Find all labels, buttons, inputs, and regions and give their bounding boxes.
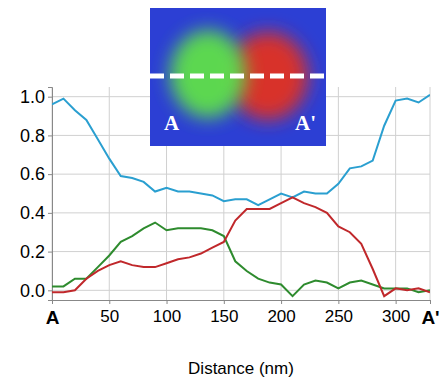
inset-label: A xyxy=(164,111,180,135)
y-tick-mark xyxy=(48,290,52,291)
inset-background xyxy=(150,8,326,146)
grid-line xyxy=(52,212,430,213)
x-tick-mark xyxy=(109,300,110,304)
y-tick-mark xyxy=(48,213,52,214)
grid-line xyxy=(52,290,430,291)
y-tick-mark xyxy=(48,174,52,175)
x-tick-label: A' xyxy=(421,307,439,328)
x-tick: 300 xyxy=(382,300,410,326)
y-tick: 1.0 xyxy=(20,87,52,107)
y-axis-line xyxy=(48,88,53,301)
profile-line xyxy=(150,74,326,79)
x-tick: A' xyxy=(421,300,439,328)
x-axis-line xyxy=(53,301,431,305)
grid-line xyxy=(338,87,339,300)
y-tick-label: 1.0 xyxy=(20,87,45,107)
y-tick: 0.0 xyxy=(20,281,52,301)
y-tick-mark xyxy=(48,135,52,136)
x-tick-mark xyxy=(338,300,339,304)
x-tick: 150 xyxy=(210,300,238,326)
x-axis: A 50 100 150 200 250 300 A' xyxy=(46,300,440,328)
x-tick: 250 xyxy=(325,300,353,326)
x-tick-mark xyxy=(396,300,397,304)
x-tick-label: A xyxy=(46,307,60,328)
inset-label: A' xyxy=(295,111,316,135)
x-axis-title: Distance (nm) xyxy=(188,359,294,378)
x-tick: 100 xyxy=(153,300,181,326)
y-axis: 0.0 0.2 0.4 0.6 0.8 1.0 xyxy=(20,87,53,301)
series-line xyxy=(52,197,430,296)
y-tick: 0.4 xyxy=(20,203,52,223)
x-tick-mark xyxy=(167,300,168,304)
grid-line xyxy=(395,87,396,300)
grid-line xyxy=(109,87,110,300)
y-tick-label: 0.2 xyxy=(20,242,45,262)
x-tick-label: 250 xyxy=(325,307,353,326)
y-tick-mark xyxy=(48,97,52,98)
y-tick: 0.6 xyxy=(20,164,52,184)
y-tick-label: 0.8 xyxy=(20,126,45,146)
x-tick-label: 300 xyxy=(382,307,410,326)
x-tick-label: 50 xyxy=(100,307,119,326)
x-tick: 200 xyxy=(267,300,295,326)
y-tick: 0.8 xyxy=(20,126,52,146)
grid-line xyxy=(52,251,430,252)
y-tick: 0.2 xyxy=(20,242,52,262)
x-tick-label: 150 xyxy=(210,307,238,326)
grid-line xyxy=(430,87,431,300)
y-tick-label: 0.0 xyxy=(20,281,45,301)
x-tick-mark xyxy=(430,300,431,304)
inset-image: A A' xyxy=(150,8,326,146)
x-tick: 50 xyxy=(100,300,119,326)
x-tick-mark xyxy=(281,300,282,304)
x-tick-label: 100 xyxy=(153,307,181,326)
y-tick-mark xyxy=(48,252,52,253)
x-tick-label: 200 xyxy=(267,307,295,326)
series-line xyxy=(52,223,430,297)
y-tick-label: 0.6 xyxy=(20,164,45,184)
x-tick: A xyxy=(46,300,60,328)
x-tick-mark xyxy=(224,300,225,304)
chart: A 50 100 150 200 250 300 A' 0.0 0.2 0.4 0.6 0.8 1.0 Di… xyxy=(0,0,447,388)
grid-line xyxy=(52,174,430,175)
y-tick-label: 0.4 xyxy=(20,203,45,223)
